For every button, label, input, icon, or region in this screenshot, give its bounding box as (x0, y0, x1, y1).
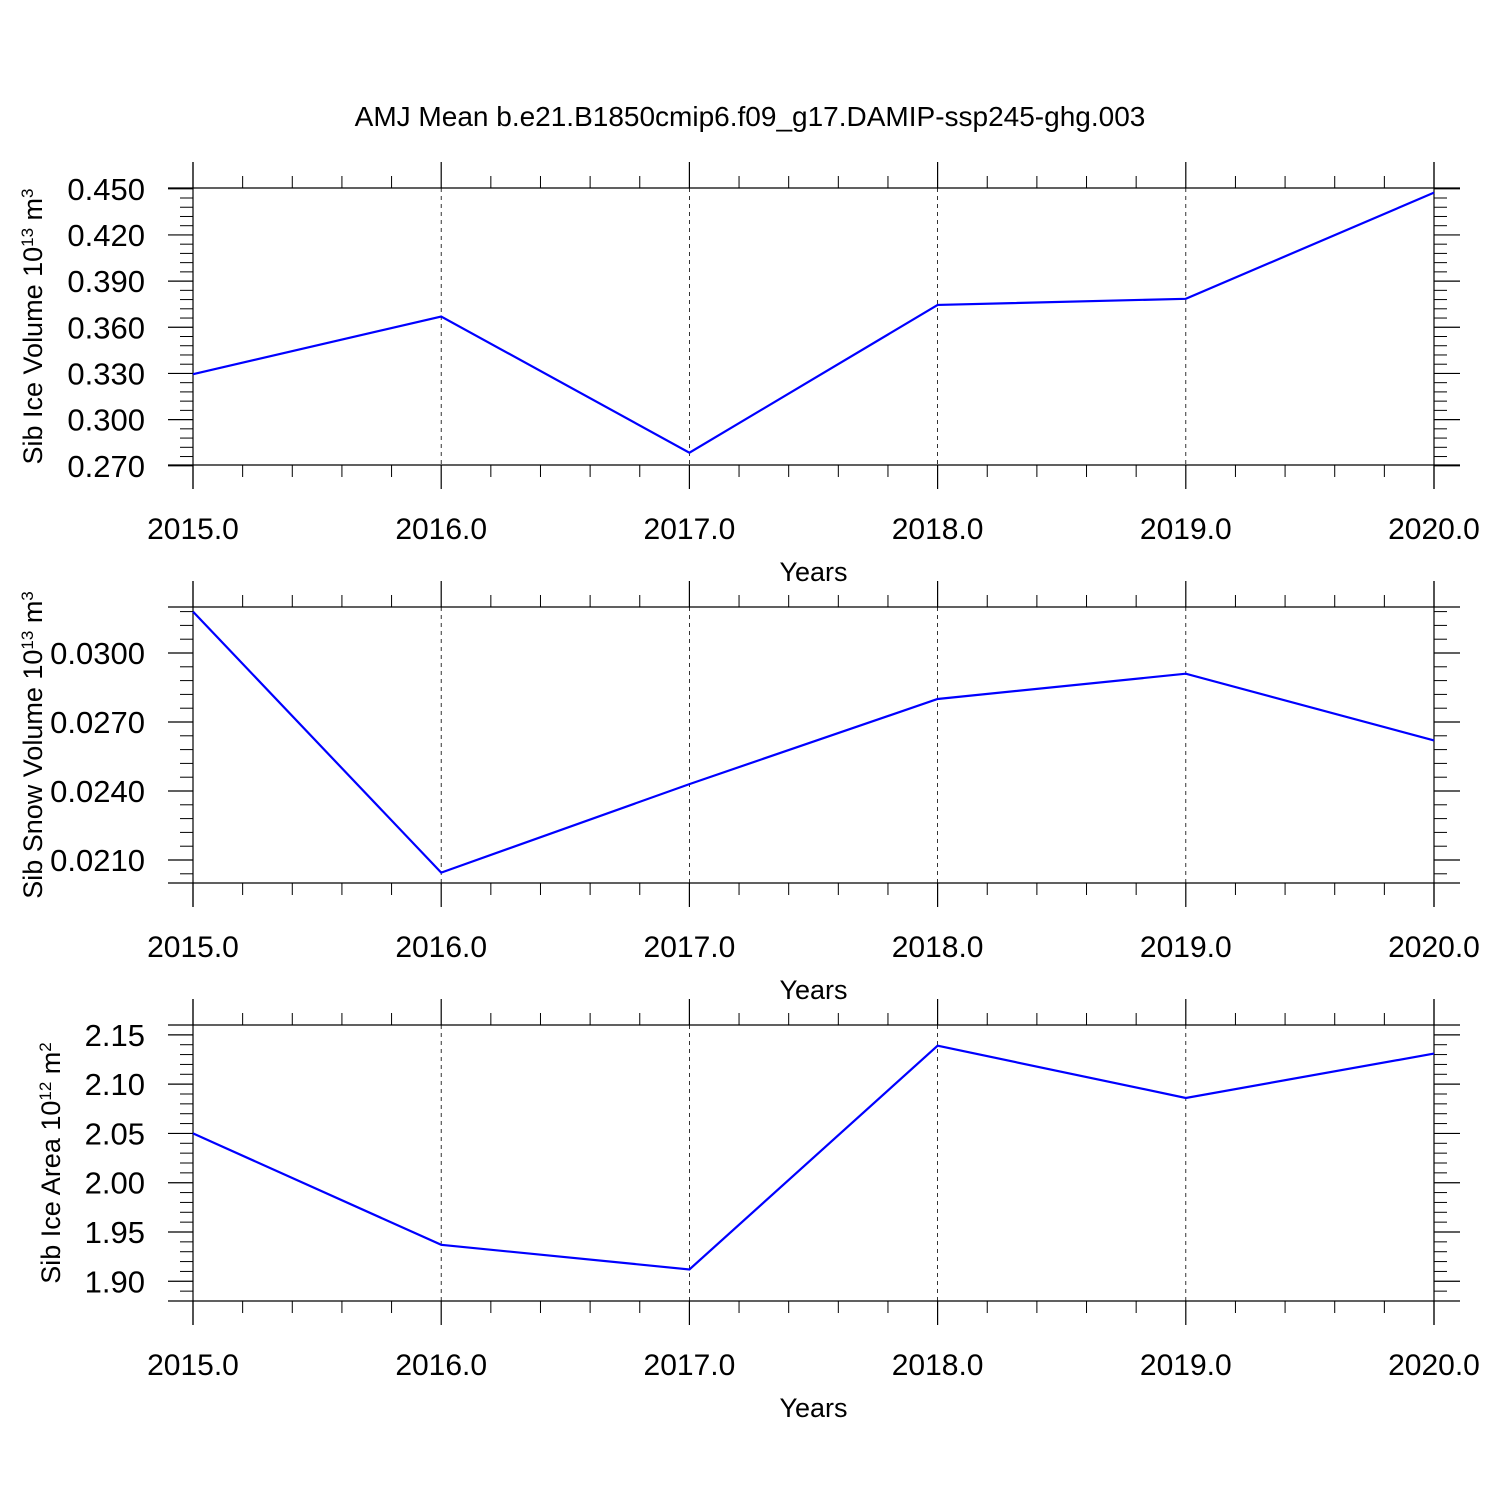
x-tick-label: 2020.0 (1388, 513, 1480, 546)
x-tick-label: 2015.0 (147, 513, 239, 546)
x-tick-label: 2018.0 (892, 1349, 984, 1382)
x-tick-label: 2015.0 (147, 1349, 239, 1382)
x-tick-label: 2019.0 (1140, 1349, 1232, 1382)
y-tick-label: 0.0270 (50, 705, 145, 740)
x-tick-label: 2016.0 (395, 513, 487, 546)
series-line (192, 610, 1435, 874)
chart-panel-1: 2015.0 2016.0 2017.0 2018.0 2019.0 2020.0 0.45… (18, 162, 1480, 587)
y-tick-label: 0.0300 (50, 636, 145, 671)
x-tick-label: 2020.0 (1388, 1349, 1480, 1382)
series-line (192, 191, 1435, 454)
series-line (192, 1044, 1435, 1271)
y-tick-label: 0.270 (67, 449, 145, 484)
y-tick-label: 1.95 (85, 1215, 145, 1250)
x-tick-label: 2017.0 (644, 513, 736, 546)
x-tick-label: 2016.0 (395, 931, 487, 964)
y-tick-label: 1.90 (85, 1264, 145, 1299)
y-tick-label: 0.300 (67, 403, 145, 438)
x-tick-label: 2017.0 (644, 1349, 736, 1382)
y-axis-label: Sib Snow Volume 1013 m3 (18, 591, 48, 899)
y-tick-label: 2.10 (85, 1067, 145, 1102)
x-tick-label: 2018.0 (892, 513, 984, 546)
y-tick-label: 0.0210 (50, 843, 145, 878)
x-tick-label: 2020.0 (1388, 931, 1480, 964)
figure-title: AMJ Mean b.e21.B1850cmip6.f09_g17.DAMIP-… (355, 101, 1146, 132)
y-tick-label: 2.00 (85, 1166, 145, 1201)
x-tick-label: 2019.0 (1140, 513, 1232, 546)
y-tick-label: 0.420 (67, 218, 145, 253)
x-tick-label: 2019.0 (1140, 931, 1232, 964)
x-axis-label: Years (779, 975, 847, 1005)
y-tick-label: 0.390 (67, 264, 145, 299)
chart-panel-3: 2015.0 2016.0 2017.0 2018.0 2019.0 2020.0 2.15… (36, 999, 1480, 1423)
chart-panel-2: 2015.0 2016.0 2017.0 2018.0 2019.0 2020.0 0.03… (18, 581, 1480, 1005)
x-tick-label: 2018.0 (892, 931, 984, 964)
y-axis-label: Sib Ice Area 1012 m2 (36, 1042, 66, 1284)
y-tick-label: 0.450 (67, 172, 145, 207)
x-tick-label: 2015.0 (147, 931, 239, 964)
y-tick-label: 2.15 (85, 1018, 145, 1053)
x-axis-label: Years (779, 1393, 847, 1423)
y-tick-label: 2.05 (85, 1116, 145, 1151)
y-axis-label: Sib Ice Volume 1013 m3 (18, 188, 48, 464)
y-tick-label: 0.360 (67, 310, 145, 345)
x-tick-label: 2017.0 (644, 931, 736, 964)
x-tick-label: 2016.0 (395, 1349, 487, 1382)
x-axis-label: Years (779, 557, 847, 587)
y-tick-label: 0.330 (67, 356, 145, 391)
panels: 2015.0 2016.0 2017.0 2018.0 2019.0 2020.0 0.45… (18, 162, 1480, 1423)
y-tick-label: 0.0240 (50, 774, 145, 809)
